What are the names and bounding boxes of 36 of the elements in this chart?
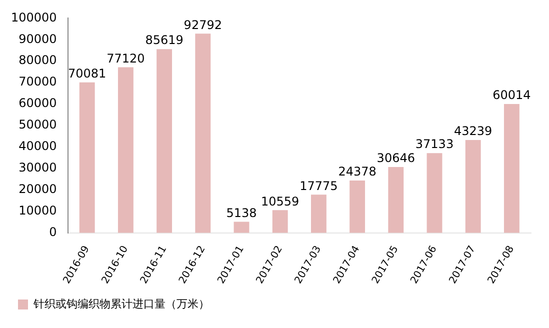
y-tick-label: 0 — [49, 224, 57, 239]
bar — [310, 194, 326, 233]
data-label: 70081 — [68, 66, 106, 81]
data-label: 24378 — [338, 164, 376, 179]
y-tick-label: 40000 — [18, 139, 57, 154]
data-label: 92792 — [184, 18, 222, 32]
y-tick-label: 50000 — [18, 118, 57, 132]
y-tick-label: 70000 — [18, 74, 57, 89]
data-label: 60014 — [492, 88, 531, 102]
bar — [504, 104, 520, 233]
bar — [79, 82, 95, 233]
y-tick-label: 80000 — [18, 53, 57, 68]
data-label: 85619 — [145, 33, 184, 48]
bar — [426, 153, 442, 233]
bar — [350, 180, 366, 233]
bar — [465, 140, 481, 233]
bar — [195, 34, 211, 233]
data-label: 5138 — [226, 206, 257, 220]
data-label: 17775 — [300, 178, 338, 193]
bar — [272, 210, 288, 233]
y-tick-label: 60000 — [18, 96, 57, 110]
data-label: 37133 — [415, 137, 454, 152]
y-tick-label: 10000 — [18, 203, 57, 218]
y-tick-label: 100000 — [10, 10, 57, 24]
data-label: 77120 — [106, 51, 145, 66]
bar — [388, 167, 404, 233]
bar — [118, 67, 134, 233]
y-tick-label: 20000 — [18, 182, 57, 196]
data-label: 30646 — [376, 151, 415, 166]
data-label: 43239 — [454, 124, 492, 138]
bar — [156, 49, 172, 233]
bar — [234, 222, 250, 233]
data-label: 10559 — [261, 194, 300, 208]
y-tick-label: 90000 — [18, 32, 57, 46]
y-tick-label: 30000 — [18, 160, 57, 175]
legend-label: 针织或钩编织物累计进口量（万米） — [32, 297, 210, 310]
